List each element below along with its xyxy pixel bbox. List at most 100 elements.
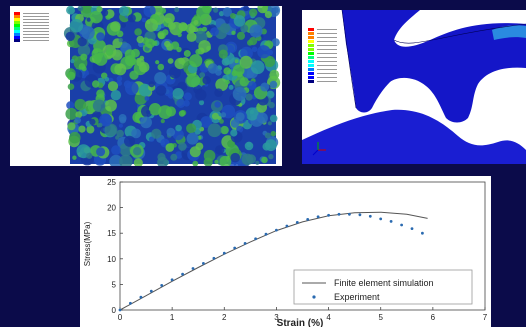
mesh-element [116,30,124,38]
mesh-element [219,23,231,34]
mesh-element [264,55,276,68]
mesh-element [149,136,155,142]
experiment-point [191,267,195,270]
mesh-element [118,6,130,17]
mesh-element [255,160,260,165]
experiment-point [160,284,164,287]
mesh-element [81,66,87,72]
mesh-element [270,130,277,137]
y-tick-label: 10 [107,255,116,264]
legend-label-simulation: Finite element simulation [334,278,434,288]
mesh-element [111,145,121,156]
mesh-element [155,85,167,96]
experiment-point [295,221,299,224]
mesh-element [74,117,81,124]
mesh-element [232,87,247,101]
experiment-point [181,272,184,276]
mesh-element [81,26,95,40]
mesh-element [228,84,234,90]
mesh-element [86,17,91,22]
mesh-element [219,155,232,166]
mesh-element [250,60,265,75]
strut-upper-branch [342,10,526,123]
experiment-point [254,237,257,241]
mesh-element [170,153,178,161]
experiment-point [306,218,310,221]
experiment-point [410,227,414,230]
mesh-element [241,153,254,166]
mesh-element [133,158,143,166]
mesh-element [230,13,236,19]
mesh-element [235,112,245,122]
mesh-element [172,88,184,100]
mesh-element [77,37,87,47]
mesh-element [183,50,191,57]
chart-ticks: 0 1 2 3 4 5 6 7 0 5 10 15 20 25 [107,178,488,322]
legend-color-swatch [308,28,314,31]
mesh-element [178,57,185,64]
mesh-element [230,152,240,163]
legend-tick-mark [23,40,49,41]
mesh-element [168,22,176,30]
mesh-element [177,32,182,38]
legend-color-swatch [14,30,20,33]
mesh-element [166,127,176,137]
mesh-element [120,22,126,28]
x-tick-label: 4 [326,313,331,322]
mesh-element [268,153,274,160]
legend-tick-mark [23,25,49,26]
fea-contour-plot-left [10,6,282,166]
mesh-element [66,71,76,81]
mesh-element [245,93,253,101]
mesh-element [260,82,270,92]
mesh-element [65,107,78,120]
fea-mesh-block [63,6,281,166]
mesh-element [66,6,75,15]
mesh-element [236,31,246,40]
mesh-element [140,116,153,129]
strut-highlight [492,25,526,40]
mesh-element [220,112,227,118]
mesh-element [91,48,104,60]
mesh-element [189,146,201,158]
mesh-element [215,78,229,92]
mesh-element [129,70,139,80]
legend-color-swatch [14,12,20,15]
legend-tick-mark [317,77,337,78]
legend-tick-mark [317,49,337,50]
mesh-element [168,143,175,149]
mesh-element [247,81,257,90]
mesh-element [240,46,253,60]
mesh-element [210,27,219,36]
chart-canvas: 0 1 2 3 4 5 6 7 0 5 10 15 20 25 Strain (%) Stress(MPa… [83,178,488,327]
experiment-point [337,212,341,216]
mesh-element [253,26,261,33]
mesh-element [151,128,162,139]
y-tick-label: 15 [107,229,116,238]
mesh-element [192,160,199,166]
legend-color-swatch [14,36,20,39]
legend-color-swatch [308,44,314,47]
experiment-point [118,308,122,312]
legend-color-swatch [308,40,314,43]
experiment-point [243,242,247,245]
legend-color-swatch [14,18,20,21]
mesh-element [176,99,186,108]
legend-color-swatch [14,15,20,18]
mesh-element [186,132,199,145]
y-tick-label: 20 [107,204,116,213]
mesh-element [249,8,258,17]
mesh-element [157,63,165,71]
mesh-element [261,156,268,164]
mesh-element [251,46,258,53]
mesh-element [234,59,239,64]
legend-tick-mark [317,81,337,82]
mesh-element [174,7,180,13]
mesh-element [236,125,244,133]
y-tick-label: 0 [112,306,117,315]
legend-color-swatch [308,68,314,71]
mesh-element [127,14,136,23]
mesh-element [215,145,225,155]
strut-edge-lines [341,10,526,109]
mesh-element [230,129,238,137]
